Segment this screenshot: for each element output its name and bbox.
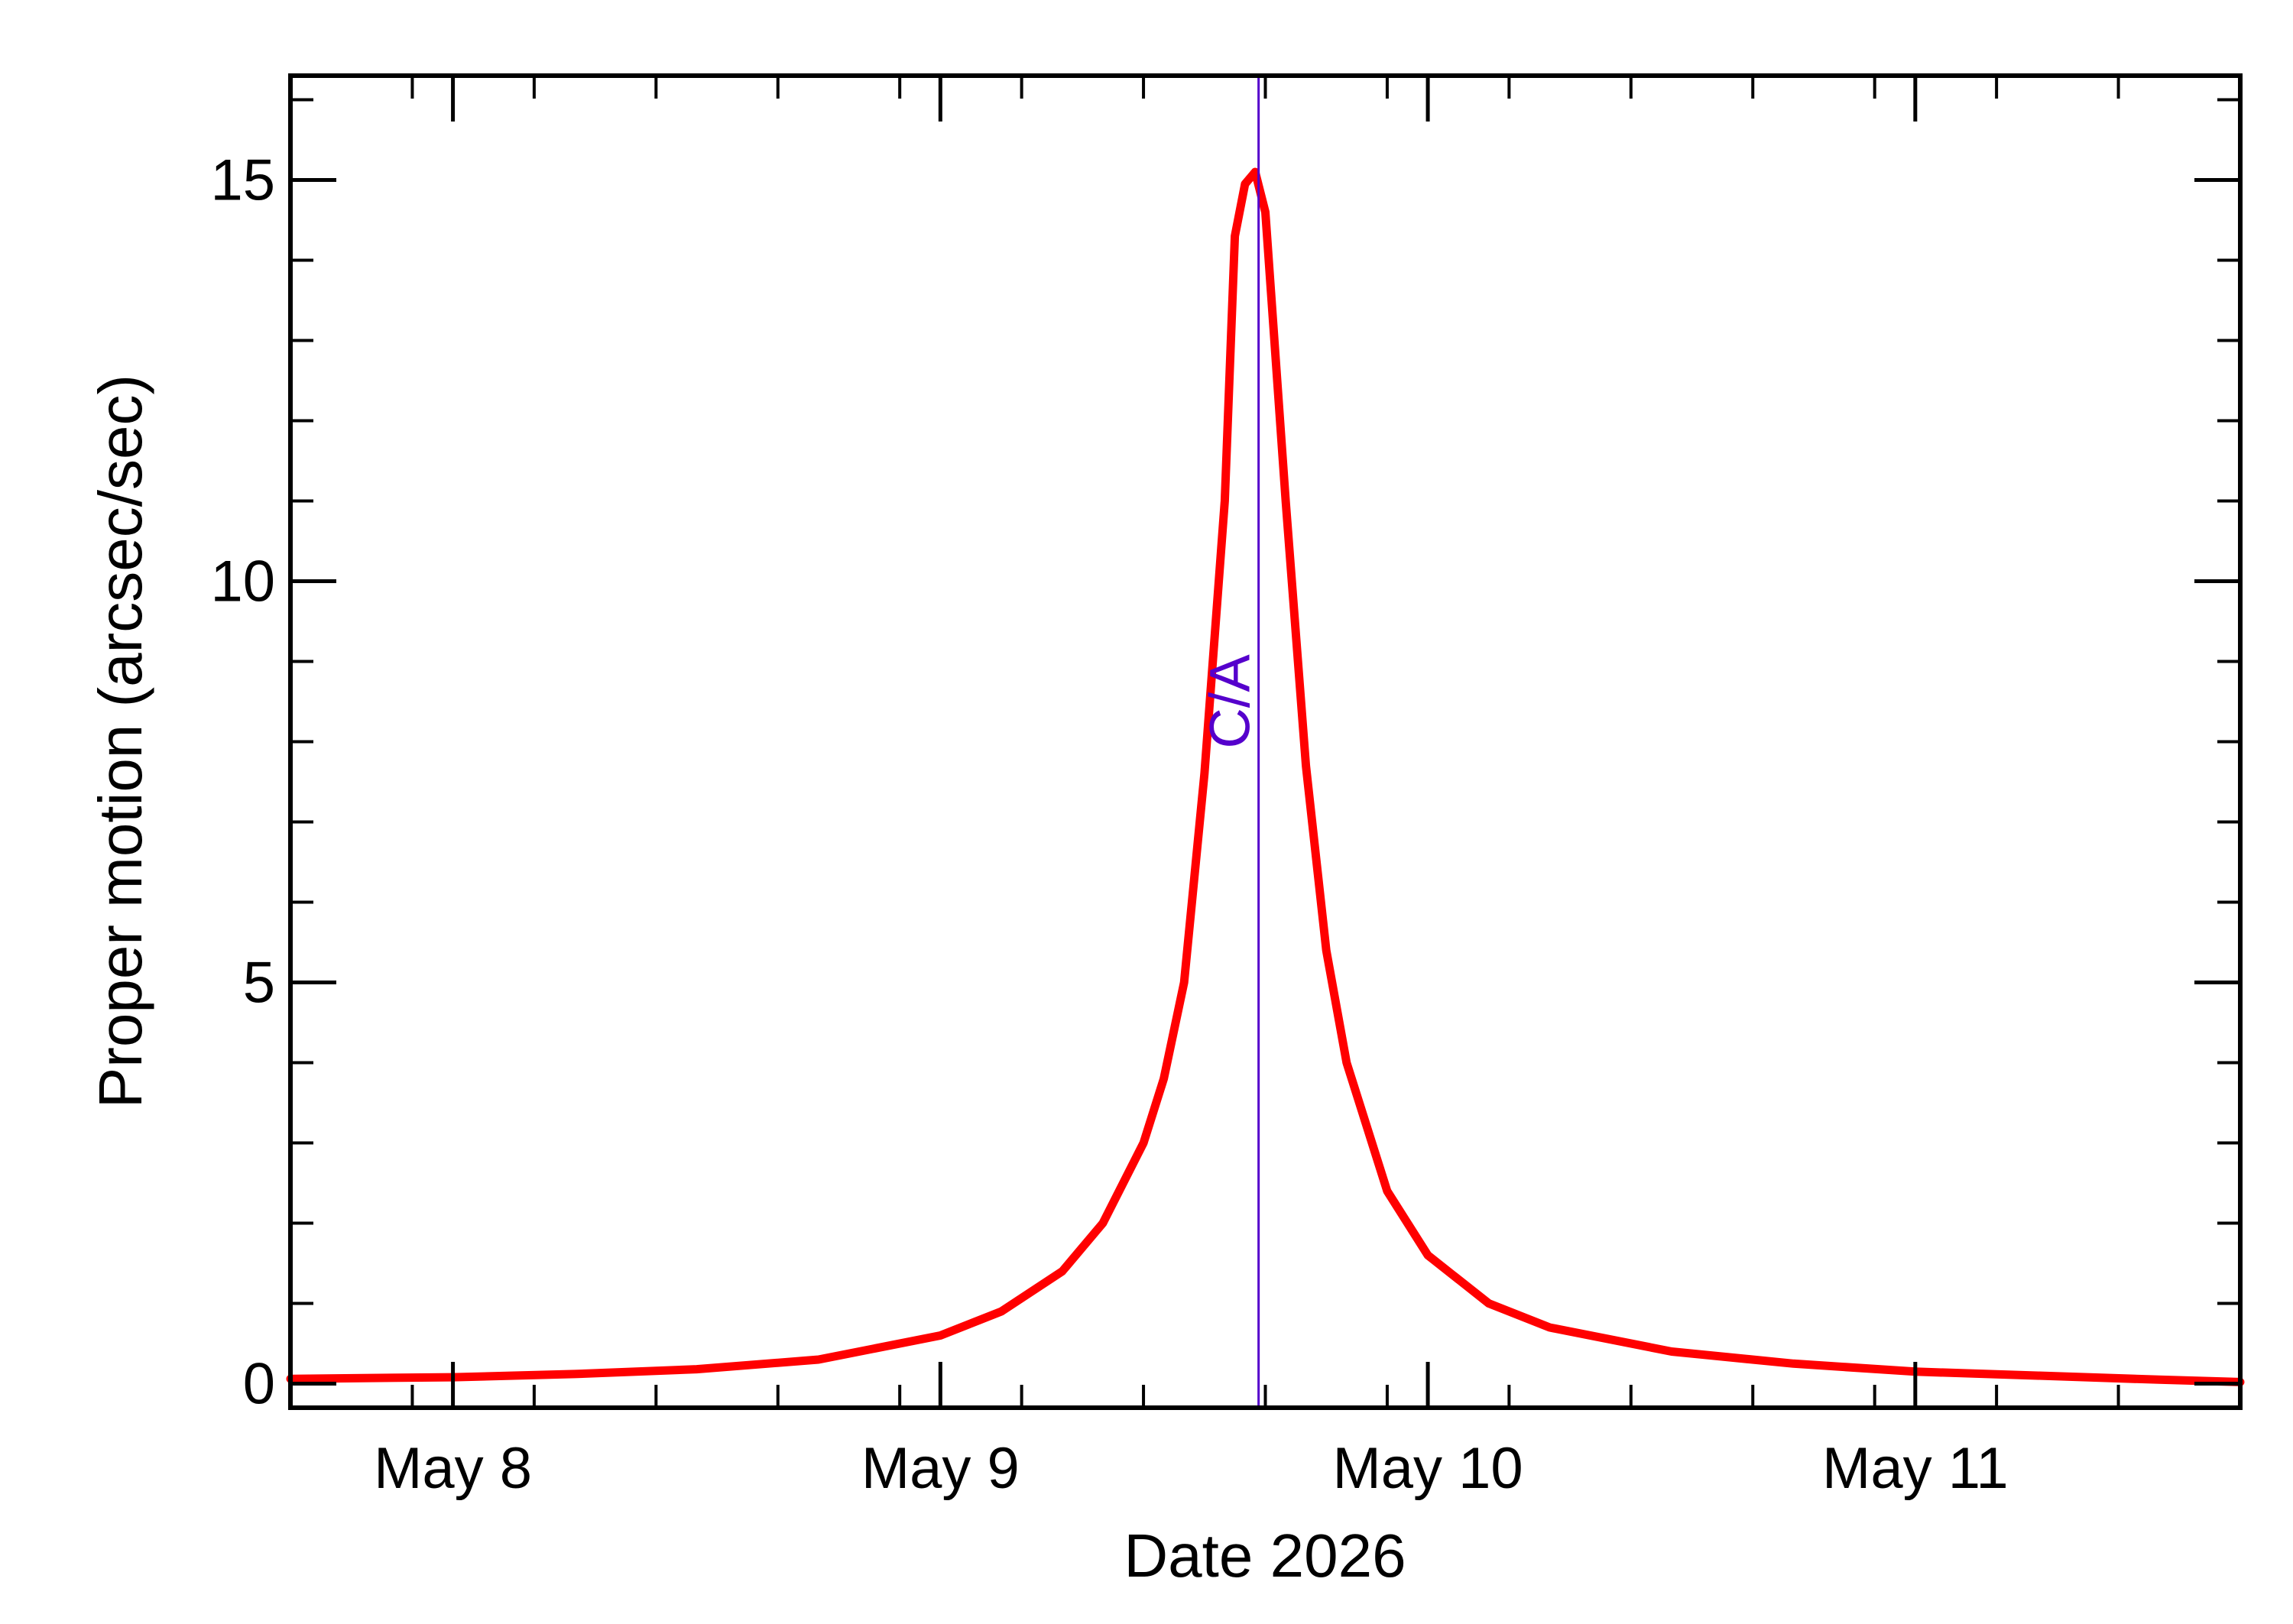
- y-tick-label: 5: [243, 951, 275, 1016]
- y-tick-label: 0: [243, 1352, 275, 1417]
- x-axis-title: Date 2026: [1124, 1522, 1406, 1590]
- tick-label-layer: May 8 May 9 May 10 May 11 0 5 10 15: [210, 148, 2008, 1502]
- x-tick-label: May 11: [1822, 1436, 2009, 1501]
- plot-frame: [288, 73, 2243, 1410]
- y-axis-title: Proper motion (arcsec/sec): [86, 374, 154, 1108]
- series-line: [286, 167, 2245, 1386]
- ca-label: C/A: [1198, 654, 1262, 749]
- tick-layer: [290, 76, 2240, 1408]
- y-tick-label: 10: [210, 549, 275, 614]
- annotation-layer: C/A: [1198, 76, 1262, 1408]
- x-tick-label: May 10: [1332, 1436, 1523, 1501]
- x-tick-label: May 9: [861, 1436, 1020, 1501]
- x-tick-label: May 8: [374, 1436, 532, 1501]
- series-layer: [286, 167, 2245, 1386]
- y-tick-label: 15: [210, 148, 275, 213]
